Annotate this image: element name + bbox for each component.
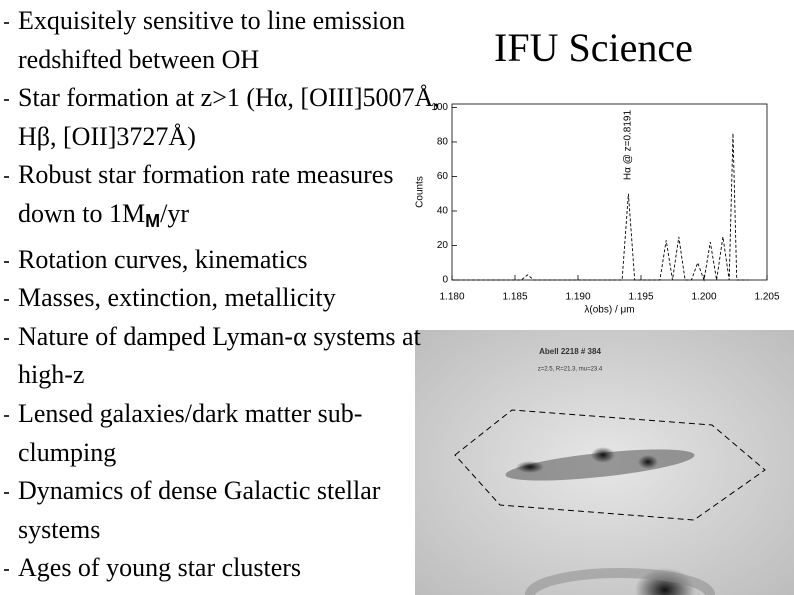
- bullet-text: Rotation curves, kinematics: [18, 244, 308, 274]
- annotation: Hα @ z=0.8191: [623, 109, 634, 180]
- spectrum-line: [452, 133, 749, 282]
- image-label: Abell 2218 # 384: [539, 347, 601, 356]
- galaxy-image: [415, 330, 794, 595]
- y-tick-label: 80: [437, 137, 449, 148]
- bullet: Nature of damped Lyman-α systems at high…: [0, 318, 448, 395]
- slide-title: IFU Science: [494, 25, 693, 70]
- bullet-text: Ages of young star clusters: [18, 553, 302, 583]
- plot-frame: [451, 103, 768, 281]
- bullet-text: /yr: [160, 198, 190, 228]
- bullet-text: Exquisitely sensitive to line emission r…: [18, 6, 406, 74]
- y-tick-label: 60: [437, 171, 449, 182]
- bullet-text: Robust star formation rate measures down…: [18, 160, 394, 228]
- y-axis-label: Counts: [415, 176, 426, 208]
- image-caption: z=2.5, R=21.3, mu=23.4: [538, 367, 603, 373]
- x-tick-label: 1.205: [754, 292, 779, 303]
- x-tick-label: 1.200: [691, 292, 716, 303]
- bullet-list: Exquisitely sensitive to line emission r…: [0, 2, 448, 588]
- bullet: Masses, extinction, metallicity: [0, 279, 448, 318]
- x-tick-label: 1.180: [439, 292, 464, 303]
- bullet-text: Nature of damped Lyman-α systems at high…: [18, 321, 421, 390]
- bullet: Star formation at z>1 (Hα, [OIII]5007Å, …: [0, 79, 448, 156]
- x-axis-label: λ(obs) / μm: [584, 305, 634, 316]
- bullet: Rotation curves, kinematics: [0, 241, 448, 280]
- bullet: Ages of young star clusters: [0, 549, 448, 588]
- bullet: Dynamics of dense Galactic stellar syste…: [0, 472, 448, 549]
- bullet-text: Star formation at z>1 (Hα, [OIII]5007Å, …: [18, 83, 440, 151]
- y-tick-label: 0: [442, 275, 448, 286]
- bullet-text: Dynamics of dense Galactic stellar syste…: [18, 476, 381, 544]
- y-tick-label: 40: [437, 206, 449, 217]
- y-tick-label: 20: [437, 240, 449, 251]
- bullet-text: Lensed galaxies/dark matter sub-clumping: [18, 398, 363, 467]
- x-tick-label: 1.190: [565, 292, 590, 303]
- bullet-text: Masses, extinction, metallicity: [18, 283, 336, 313]
- bullet: Exquisitely sensitive to line emission r…: [0, 2, 448, 79]
- x-tick-label: 1.195: [628, 292, 653, 303]
- y-tick-label: 100: [431, 102, 448, 113]
- x-tick-label: 1.185: [502, 292, 527, 303]
- bullet-subscript: M: [145, 210, 161, 231]
- bullet: Lensed galaxies/dark matter sub-clumping: [0, 395, 448, 472]
- bullet: Robust star formation rate measures down…: [0, 156, 448, 240]
